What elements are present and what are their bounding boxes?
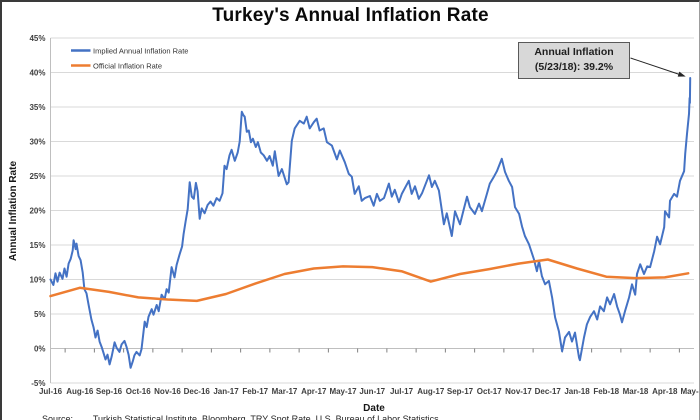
y-tick-label: 0%: [34, 345, 46, 354]
x-tick-label: Mar-18: [623, 387, 649, 396]
x-tick-label: Jan-18: [564, 387, 590, 396]
x-tick-label: May-17: [329, 387, 357, 396]
x-tick-label: Sep-17: [447, 387, 474, 396]
x-tick-label: Oct-17: [477, 387, 502, 396]
x-tick-label: Apr-17: [301, 387, 327, 396]
annotation-line2: (5/23/18): 39.2%: [534, 61, 614, 74]
y-tick-label: 40%: [29, 69, 45, 78]
y-tick-label: -5%: [31, 379, 45, 388]
series-line-implied: [49, 77, 692, 369]
x-tick-label: Sep-16: [96, 387, 123, 396]
x-tick-label: Nov-16: [154, 387, 181, 396]
x-tick-label: Feb-17: [242, 387, 268, 396]
x-axis-title: Date: [363, 403, 385, 414]
x-tick-label: May-18: [680, 387, 700, 396]
y-tick-label: 15%: [29, 241, 45, 250]
x-tick-label: Apr-18: [652, 387, 678, 396]
x-tick-label: Jan-17: [213, 387, 239, 396]
x-tick-label: Jul-16: [39, 387, 63, 396]
y-tick-label: 35%: [29, 103, 45, 112]
x-tick-label: Feb-18: [593, 387, 619, 396]
y-tick-label: 30%: [29, 138, 45, 147]
source-note: Source: Turkish Statistical Institute, B…: [42, 414, 439, 420]
y-axis-title: Annual Inflation Rate: [8, 161, 19, 261]
annotation-arrowhead: [677, 71, 686, 77]
x-tick-label: Dec-17: [535, 387, 562, 396]
y-tick-label: 5%: [34, 310, 46, 319]
chart-plot-layer: 45%40%35%30%25%20%15%10%5%0%-5%Jul-16 Aug…: [29, 34, 700, 396]
x-tick-label: Mar-17: [272, 387, 298, 396]
series-line-official: [49, 258, 690, 303]
annotation-line1: Annual Inflation: [534, 46, 614, 58]
x-tick-label: Aug-17: [417, 387, 445, 396]
x-tick-label: Nov-17: [505, 387, 532, 396]
x-tick-label: Dec-16: [184, 387, 211, 396]
legend-label-implied: Implied Annual Inflation Rate: [93, 47, 188, 56]
y-tick-label: 25%: [29, 172, 45, 181]
annotation-arrow-line: [630, 57, 681, 76]
chart-title: Turkey's Annual Inflation Rate: [212, 5, 489, 26]
x-tick-label: Jul-17: [390, 387, 414, 396]
legend-label-official: Official Inflation Rate: [93, 62, 162, 71]
y-tick-label: 45%: [29, 34, 45, 43]
x-tick-label: Jun-17: [359, 387, 385, 396]
annotation-arrow-layer: [630, 57, 686, 77]
legend: Implied Annual Inflation Rate Official I…: [71, 47, 188, 71]
annotation-callout: Annual Inflation (5/23/18): 39.2%: [518, 42, 630, 80]
x-tick-label: Aug-16: [66, 387, 94, 396]
x-tick-label: Oct-16: [126, 387, 151, 396]
y-tick-label: 20%: [29, 207, 45, 216]
y-tick-label: 10%: [29, 276, 45, 285]
